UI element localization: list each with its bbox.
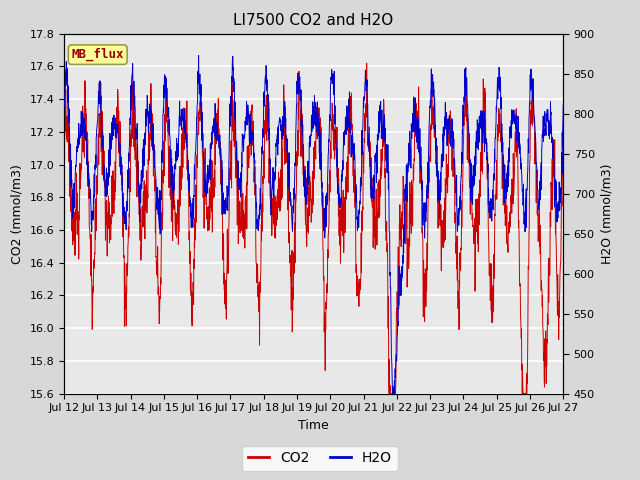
Title: LI7500 CO2 and H2O: LI7500 CO2 and H2O — [234, 13, 394, 28]
Legend: CO2, H2O: CO2, H2O — [243, 445, 397, 471]
X-axis label: Time: Time — [298, 419, 329, 432]
Text: MB_flux: MB_flux — [72, 48, 124, 61]
Y-axis label: H2O (mmol/m3): H2O (mmol/m3) — [600, 163, 613, 264]
Y-axis label: CO2 (mmol/m3): CO2 (mmol/m3) — [11, 164, 24, 264]
